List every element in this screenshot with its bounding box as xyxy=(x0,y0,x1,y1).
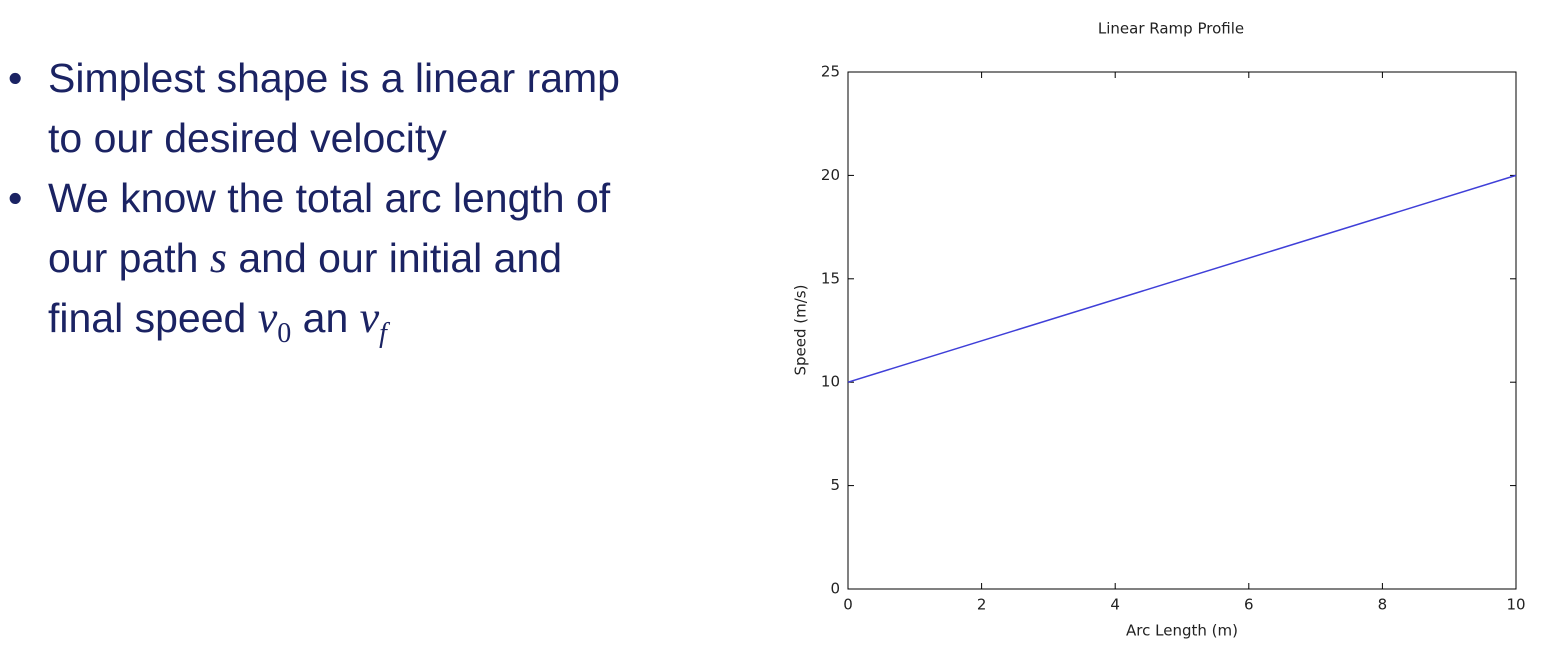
bullet: Simplest shape is a linear ramp to our de… xyxy=(0,48,760,168)
bullet-line: our path s and our initial and xyxy=(48,228,760,288)
line-series xyxy=(847,174,1517,383)
x-tick-label: 4 xyxy=(1110,596,1120,614)
y-tick-label: 0 xyxy=(830,580,840,598)
y-axis-label: Speed (m/s) xyxy=(792,285,810,376)
plot-frame xyxy=(847,71,1517,590)
y-tick-label: 25 xyxy=(821,63,840,81)
y-tick-label: 20 xyxy=(821,166,840,184)
bullet-line: We know the total arc length of xyxy=(48,168,760,228)
x-tick-label: 8 xyxy=(1378,596,1388,614)
x-tick-label: 10 xyxy=(1506,596,1525,614)
bullet-line: to our desired velocity xyxy=(48,108,760,168)
math-symbol: v xyxy=(359,293,380,342)
math: vf xyxy=(359,293,387,349)
x-tick-label: 0 xyxy=(843,596,853,614)
bullet: We know the total arc length of our path … xyxy=(0,168,760,349)
bullet-list: Simplest shape is a linear ramp to our de… xyxy=(0,48,760,349)
math-symbol: v xyxy=(257,293,278,342)
math: v0 xyxy=(257,293,292,349)
text-run: an xyxy=(291,295,360,341)
x-tick-label: 6 xyxy=(1244,596,1254,614)
x-tick-label: 2 xyxy=(977,596,987,614)
x-axis-label: Arc Length (m) xyxy=(1126,622,1238,640)
math-subscript: 0 xyxy=(277,318,292,349)
text-run: Simplest shape is a linear ramp xyxy=(48,55,620,101)
chart-title: Linear Ramp Profile xyxy=(1098,20,1244,38)
y-tick-label: 5 xyxy=(830,476,840,494)
text-run: final speed xyxy=(48,295,258,341)
text-run: to our desired velocity xyxy=(48,115,447,161)
y-tick-label: 15 xyxy=(821,269,840,287)
math: s xyxy=(210,233,227,282)
bullet-line: Simplest shape is a linear ramp xyxy=(48,48,760,108)
bullet-line: final speed v0 an vf xyxy=(48,288,760,349)
text-run: We know the total arc length of xyxy=(48,175,611,221)
y-tick-label: 10 xyxy=(821,373,840,391)
text-run: our path xyxy=(48,235,210,281)
text-run: and our initial and xyxy=(226,235,563,281)
math-subscript: f xyxy=(379,318,387,349)
math-symbol: s xyxy=(209,233,227,282)
